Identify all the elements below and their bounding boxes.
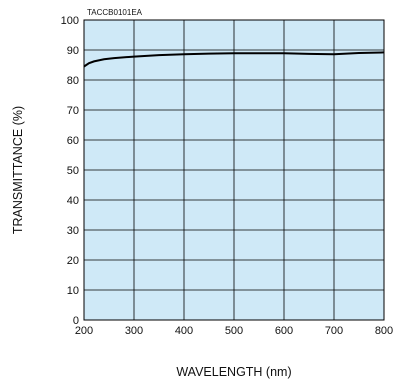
y-tick-label: 90 (67, 45, 79, 57)
y-tick-label: 10 (67, 285, 79, 297)
y-tick-label: 80 (67, 75, 79, 87)
x-tick-label: 400 (175, 325, 193, 337)
series-line (83, 51, 385, 68)
y-tick-label: 70 (67, 105, 79, 117)
x-tick-label: 200 (75, 325, 93, 337)
y-axis-label: TRANSMITTANCE (%) (11, 106, 25, 234)
y-tick-labels: 0 10 20 30 40 50 60 70 80 90 100 (61, 15, 79, 327)
y-tick-label: 30 (67, 225, 79, 237)
x-tick-label: 800 (375, 325, 393, 337)
x-axis-label: WAVELENGTH (nm) (176, 365, 291, 379)
x-tick-label: 700 (325, 325, 343, 337)
y-tick-label: 40 (67, 195, 79, 207)
plot-frame (83, 19, 385, 321)
x-tick-label: 300 (125, 325, 143, 337)
y-tick-label: 0 (73, 315, 79, 327)
x-tick-labels: 200 300 400 500 600 700 800 (75, 325, 393, 337)
y-tick-label: 20 (67, 255, 79, 267)
chart-code-label: TACCB0101EA (87, 8, 143, 17)
y-tick-label: 50 (67, 165, 79, 177)
y-tick-label: 100 (61, 15, 79, 27)
y-tick-label: 60 (67, 135, 79, 147)
series-group (83, 51, 385, 68)
x-tick-label: 500 (225, 325, 243, 337)
x-tick-label: 600 (275, 325, 293, 337)
